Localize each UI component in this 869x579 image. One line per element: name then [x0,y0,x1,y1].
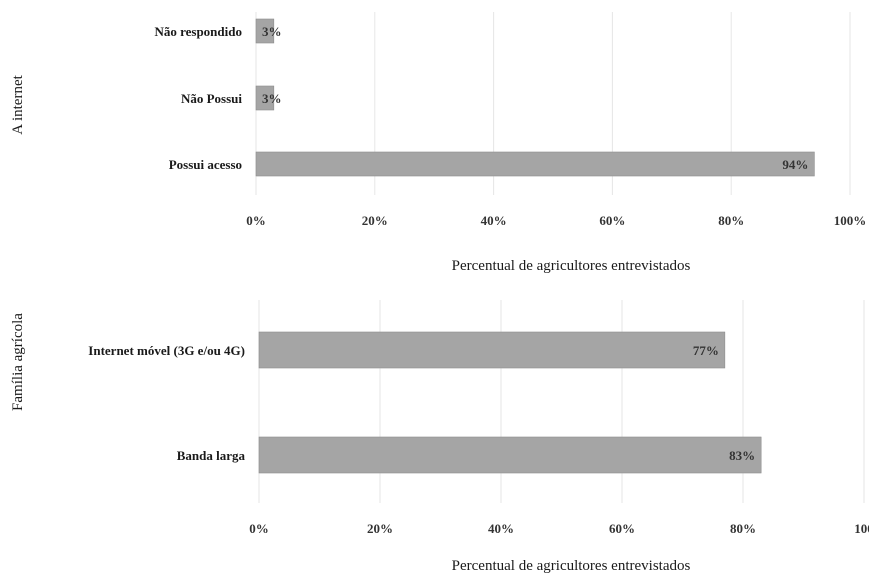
chart-internet-access: A internet Percentual de agricultores en… [10,12,866,274]
data-label: 3% [262,91,282,106]
x-tick-label: 40% [488,521,514,536]
x-tick-label: 60% [599,213,625,228]
category-label: Não Possui [181,91,242,106]
data-label: 83% [729,448,755,463]
bar [255,151,815,177]
bar [255,18,275,44]
x-tick-label: 20% [362,213,388,228]
x-tick-label: 100% [834,213,867,228]
category-label: Banda larga [177,448,246,463]
data-label: 77% [693,343,719,358]
y-axis-title: A internet [10,74,26,134]
x-tick-label: 0% [246,213,266,228]
data-label: 3% [262,24,282,39]
chart-family-connection: Família agrícola Percentual de agriculto… [10,300,869,574]
x-axis-title: Percentual de agricultores entrevistados [452,558,691,574]
bar [255,85,275,111]
category-label: Internet móvel (3G e/ou 4G) [88,343,245,358]
x-tick-label: 80% [730,521,756,536]
x-tick-label: 40% [481,213,507,228]
x-tick-label: 20% [367,521,393,536]
x-axis-title: Percentual de agricultores entrevistados [452,258,691,274]
x-tick-label: 0% [249,521,269,536]
y-axis-title: Família agrícola [10,313,26,411]
x-tick-label: 100 [854,521,869,536]
category-label: Não respondido [154,24,242,39]
data-label: 94% [782,157,808,172]
category-label: Possui acesso [169,157,242,172]
bar [258,331,726,369]
x-tick-label: 80% [718,213,744,228]
x-tick-label: 60% [609,521,635,536]
bar [258,436,762,474]
